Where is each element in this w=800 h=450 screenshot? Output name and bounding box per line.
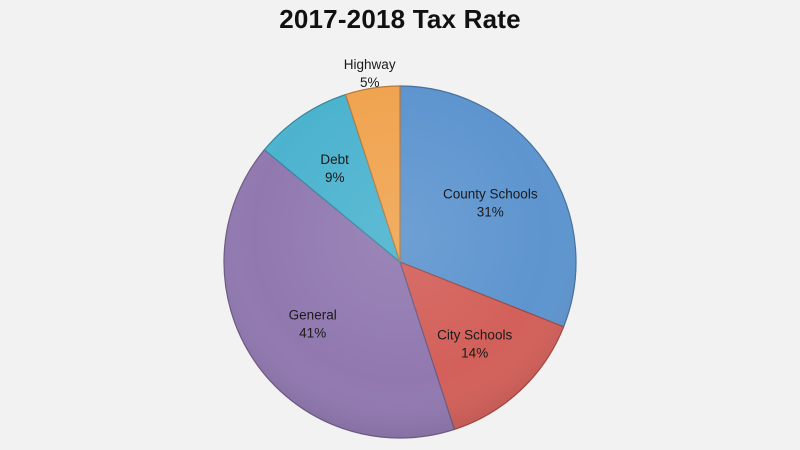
- slice-percent-county-schools: 31%: [477, 205, 504, 220]
- slice-label-general: General: [289, 307, 337, 322]
- slice-label-debt: Debt: [320, 152, 349, 167]
- slices-layer: [223, 85, 577, 439]
- labels-layer: County Schools 31% City Schools 14% General 4…: [289, 57, 538, 361]
- slice-percent-city-schools: 14%: [461, 346, 488, 361]
- slice-label-city-schools: City Schools: [437, 328, 512, 343]
- slice-label-county-schools: County Schools: [443, 187, 538, 202]
- slice-percent-highway: 5%: [360, 75, 380, 90]
- slice-percent-debt: 9%: [325, 170, 345, 185]
- slice-percent-general: 41%: [299, 325, 326, 340]
- chart-title: 2017-2018 Tax Rate: [279, 4, 521, 34]
- slice-label-highway: Highway: [344, 57, 396, 72]
